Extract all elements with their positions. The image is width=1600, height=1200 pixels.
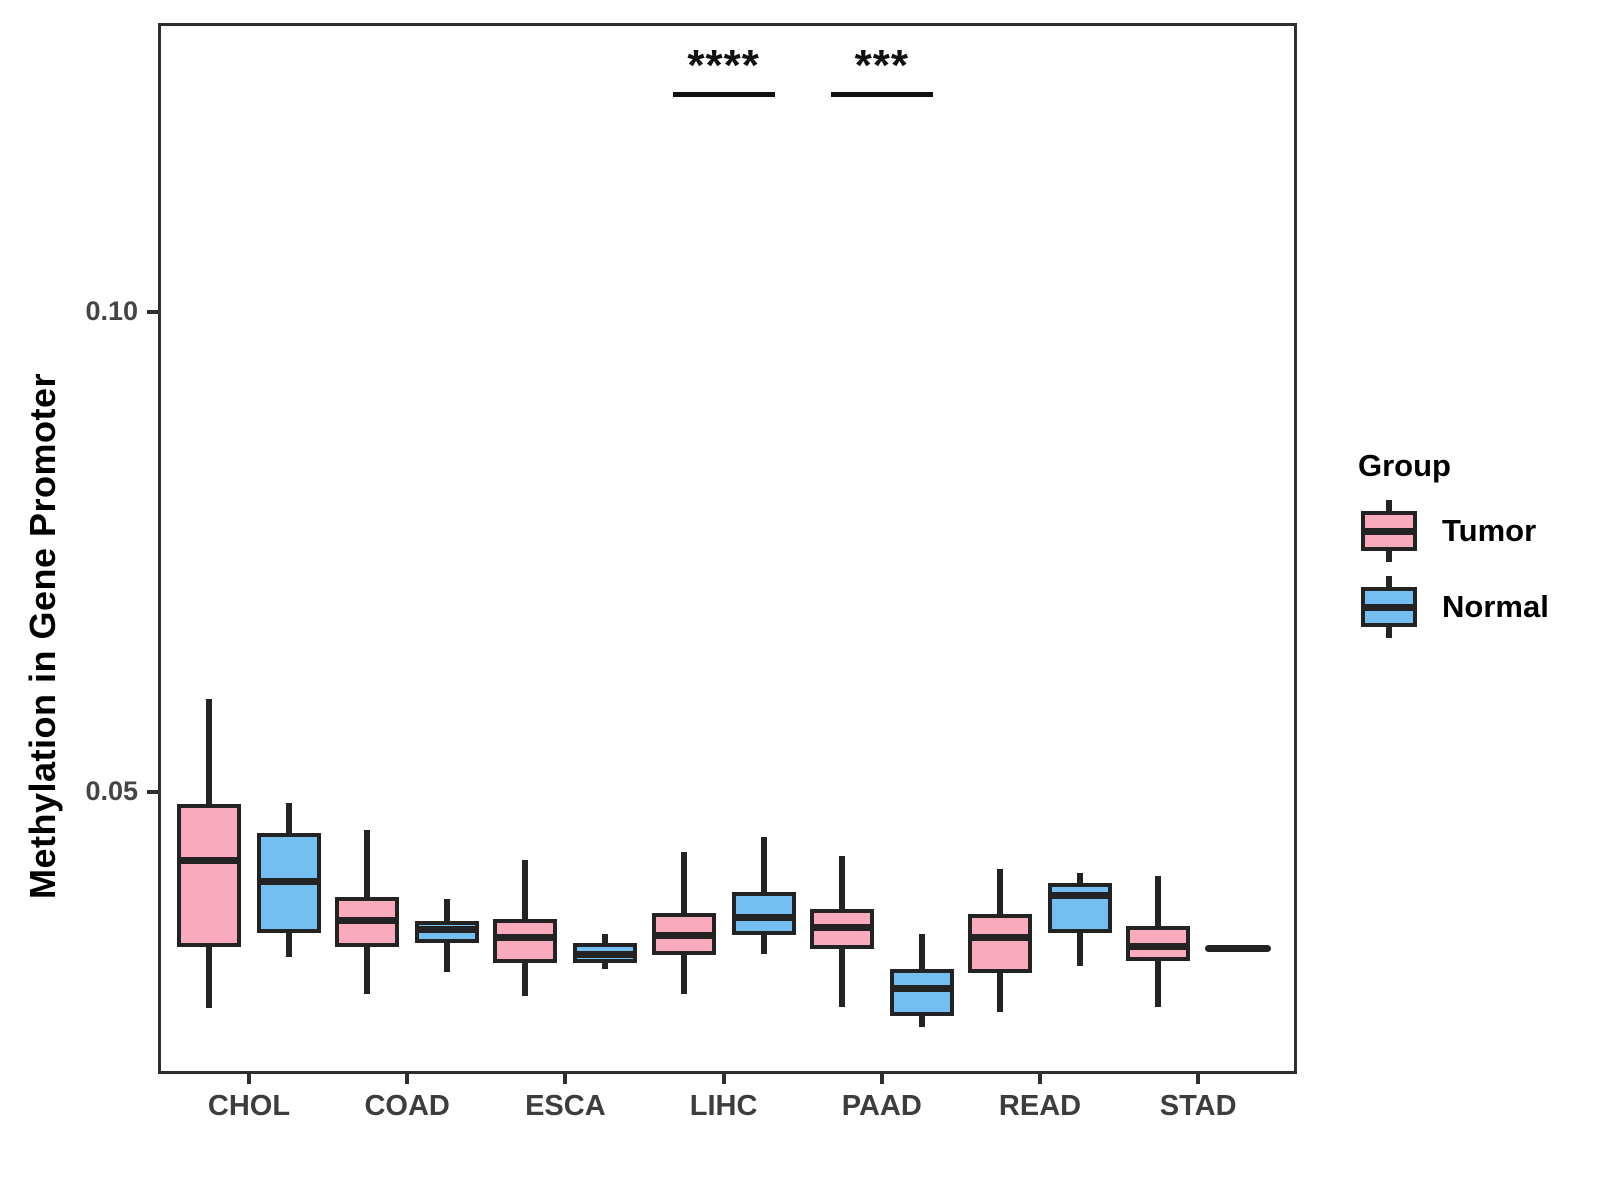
y-tick-label: 0.10 <box>85 296 138 326</box>
x-tick-mark <box>1038 1074 1042 1084</box>
legend-entry-normal: Normal <box>1358 576 1588 638</box>
y-axis-title: Methylation in Gene Promoter <box>22 372 63 900</box>
y-tick-label: 0.05 <box>85 776 138 806</box>
x-tick-label: ESCA <box>525 1090 606 1122</box>
x-tick-label: READ <box>998 1090 1082 1122</box>
boxplot-key-icon <box>1358 576 1420 638</box>
legend-entry-tumor: Tumor <box>1358 500 1588 562</box>
key-median <box>1361 604 1417 611</box>
x-tick-label: STAD <box>1159 1090 1237 1122</box>
key-median <box>1361 528 1417 535</box>
x-tick-mark <box>563 1074 568 1084</box>
legend-entry-label: Normal <box>1442 589 1549 624</box>
x-tick-mark <box>1196 1074 1201 1084</box>
x-tick-mark <box>721 1074 726 1084</box>
y-tick-mark <box>147 310 158 314</box>
x-tick-mark <box>405 1074 410 1084</box>
x-tick-label: LIHC <box>689 1090 758 1122</box>
x-tick-label: PAAD <box>841 1090 922 1122</box>
legend-entries: Tumor Normal <box>1358 500 1588 638</box>
boxplot-key-icon <box>1358 500 1420 562</box>
legend-title: Group <box>1358 448 1451 483</box>
y-tick-mark <box>147 790 158 794</box>
x-tick-label: CHOL <box>207 1090 291 1122</box>
x-tick-mark <box>879 1074 884 1084</box>
x-tick-mark <box>247 1074 251 1084</box>
plot-panel <box>158 23 1297 1074</box>
legend-entry-label: Tumor <box>1442 513 1537 548</box>
x-tick-label: COAD <box>364 1090 450 1122</box>
legend: Group Tumor Normal <box>1358 448 1588 652</box>
